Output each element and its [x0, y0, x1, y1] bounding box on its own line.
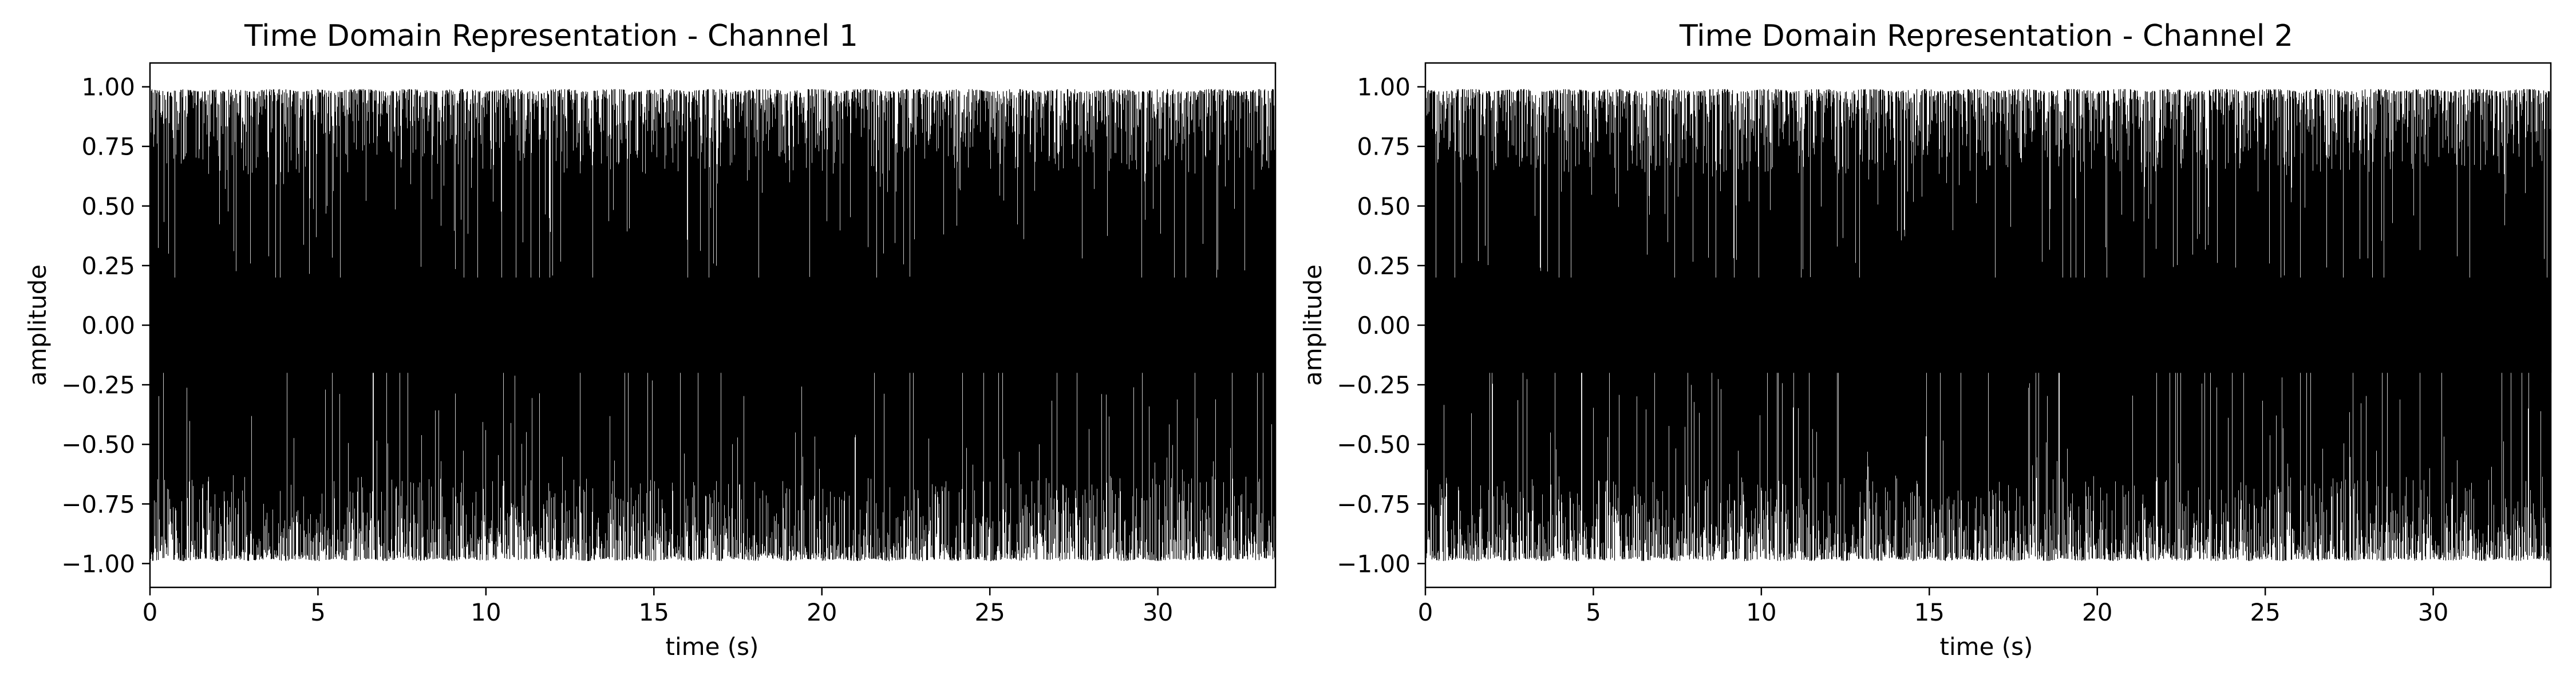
- y-tick-label: 0.75: [81, 133, 135, 161]
- x-tick-label: 20: [807, 598, 837, 626]
- y-tick-label: −0.75: [1337, 490, 1411, 518]
- x-tick-label: 25: [2250, 598, 2280, 626]
- axes-frame: [1424, 62, 2552, 589]
- x-axis-label: time (s): [666, 633, 759, 661]
- y-tick-label: −0.50: [61, 431, 135, 459]
- y-axis-ticks: −1.00 −0.75 −0.50 −0.25 0.00 0.25 0.50 0.75 1.00: [61, 73, 150, 578]
- y-tick-label: −1.00: [61, 550, 135, 578]
- chart-channel-2: Time Domain Representation - Channel 2 a…: [1299, 19, 2552, 661]
- x-tick-label: 0: [1418, 598, 1433, 626]
- y-tick-label: −0.50: [1337, 431, 1411, 459]
- x-tick-label: 10: [471, 598, 501, 626]
- y-tick-label: 0.00: [81, 311, 135, 339]
- y-tick-label: 0.25: [1357, 252, 1411, 280]
- y-tick-label: 0.75: [1357, 133, 1411, 161]
- x-tick-label: 15: [639, 598, 669, 626]
- y-tick-label: 0.50: [81, 192, 135, 220]
- x-tick-label: 10: [1746, 598, 1776, 626]
- chart-title: Time Domain Representation - Channel 2: [1679, 19, 2293, 53]
- x-axis-ticks: 0 5 10 15 20 25 30: [143, 587, 1173, 626]
- y-tick-label: 0.00: [1357, 311, 1411, 339]
- x-tick-label: 5: [1586, 598, 1601, 626]
- y-tick-label: −0.25: [61, 371, 135, 399]
- x-tick-label: 30: [1143, 598, 1173, 626]
- y-axis-label: amplitude: [1299, 264, 1327, 386]
- x-tick-label: 15: [1914, 598, 1945, 626]
- y-tick-label: 0.50: [1357, 192, 1411, 220]
- x-tick-label: 5: [310, 598, 326, 626]
- y-tick-label: 1.00: [81, 73, 135, 101]
- y-tick-label: 0.25: [81, 252, 135, 280]
- y-axis-label: amplitude: [23, 264, 52, 386]
- y-tick-label: −1.00: [1337, 550, 1411, 578]
- chart-title: Time Domain Representation - Channel 1: [244, 19, 858, 53]
- x-tick-label: 25: [974, 598, 1005, 626]
- y-tick-label: −0.75: [61, 490, 135, 518]
- y-tick-label: −0.25: [1337, 371, 1411, 399]
- x-axis-ticks: 0 5 10 15 20 25 30: [1418, 587, 2448, 626]
- axes-frame: [149, 62, 1277, 589]
- x-tick-label: 0: [143, 598, 158, 626]
- x-tick-label: 30: [2418, 598, 2448, 626]
- y-axis-ticks: −1.00 −0.75 −0.50 −0.25 0.00 0.25 0.50 0.75 1.00: [1337, 73, 1425, 578]
- y-tick-label: 1.00: [1357, 73, 1411, 101]
- x-tick-label: 20: [2082, 598, 2112, 626]
- x-axis-label: time (s): [1940, 633, 2033, 661]
- chart-channel-1: Time Domain Representation - Channel 1 a…: [23, 19, 1277, 661]
